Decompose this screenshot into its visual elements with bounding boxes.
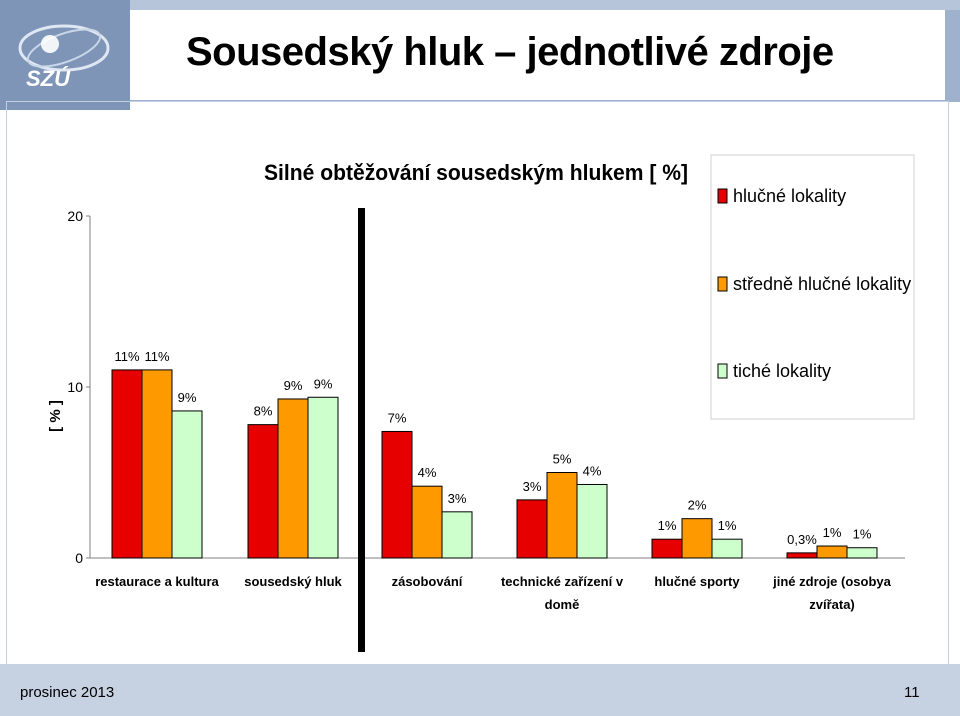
logo-text: SZÚ <box>26 66 71 91</box>
y-tick-label: 0 <box>75 550 83 566</box>
bar <box>111 369 143 559</box>
legend-swatch <box>717 188 728 204</box>
legend-swatch <box>717 363 728 379</box>
szu-logo: SZÚ <box>18 24 110 91</box>
legend-label: hlučné lokality <box>733 186 846 206</box>
data-label: 1% <box>718 518 737 533</box>
data-label: 9% <box>314 376 333 391</box>
category-label: zvířata) <box>809 597 855 612</box>
legend-label: tiché lokality <box>733 361 831 381</box>
bar <box>141 369 173 559</box>
chart-title: Silné obtěžování sousedským hlukem [ %] <box>264 160 688 185</box>
data-label: 11% <box>144 349 169 364</box>
legend-box <box>710 154 915 420</box>
bar <box>247 424 279 559</box>
bar <box>277 398 309 559</box>
legend-label: středně hlučné lokality <box>733 274 911 294</box>
bar <box>576 483 608 559</box>
category-label: sousedský hluk <box>244 574 342 589</box>
data-label: 9% <box>178 390 197 405</box>
data-label: 5% <box>553 452 572 467</box>
data-label: 7% <box>388 410 407 425</box>
data-label: 0,3% <box>787 532 817 547</box>
y-tick-label: 20 <box>67 208 83 224</box>
bar <box>441 511 473 559</box>
header-band-right <box>945 10 960 102</box>
slide-title: Sousedský hluk – jednotlivé zdroje <box>186 30 834 74</box>
y-tick-label: 10 <box>67 379 83 395</box>
data-label: 3% <box>523 479 542 494</box>
data-label: 2% <box>688 498 707 513</box>
category-label: technické zařízení v <box>501 574 624 589</box>
page-number: 11 <box>904 684 920 701</box>
data-label: 11% <box>114 349 139 364</box>
category-label: domě <box>545 597 580 612</box>
header-band-top <box>130 0 960 10</box>
bar <box>681 518 713 559</box>
footer-date: prosinec 2013 <box>20 684 115 701</box>
data-label: 1% <box>658 518 677 533</box>
bar <box>546 472 578 559</box>
bar <box>411 485 443 559</box>
category-label: jiné zdroje (osobya <box>772 574 892 589</box>
category-label: zásobování <box>392 574 463 589</box>
footer-bar <box>0 664 960 716</box>
data-label: 4% <box>583 463 602 478</box>
bar <box>816 545 848 559</box>
bar <box>846 547 878 559</box>
data-label: 4% <box>418 465 437 480</box>
bar <box>711 538 743 559</box>
bar <box>786 552 818 559</box>
data-label: 1% <box>823 525 842 540</box>
bar <box>381 430 413 559</box>
bar <box>651 538 683 559</box>
category-label: restaurace a kultura <box>95 574 219 589</box>
data-label: 9% <box>284 378 303 393</box>
data-label: 8% <box>254 404 273 419</box>
bar <box>516 499 548 559</box>
category-label: hlučné sporty <box>654 574 740 589</box>
separator-bar <box>358 208 365 652</box>
bar <box>171 410 203 559</box>
data-label: 3% <box>448 491 467 506</box>
y-axis-label: [ % ] <box>47 400 64 432</box>
legend-swatch <box>717 276 728 292</box>
bar <box>307 396 339 559</box>
data-label: 1% <box>853 527 872 542</box>
